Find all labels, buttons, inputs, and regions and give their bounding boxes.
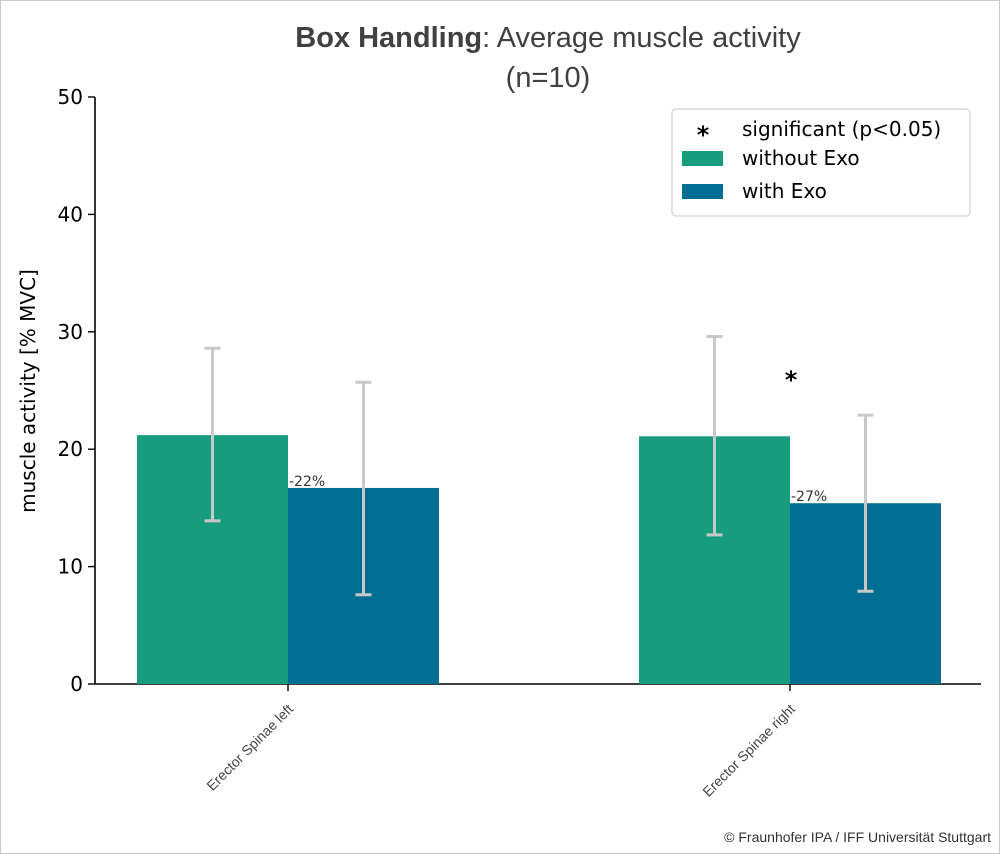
plot-area: 0 10 20 30 40 50 -22% Erector Spinae left -27% * E… — [58, 85, 981, 800]
y-tick-label: 50 — [58, 85, 83, 109]
legend-swatch — [682, 151, 723, 166]
y-tick-label: 0 — [70, 672, 83, 696]
x-tick-label: Erector Spinae right — [699, 701, 798, 800]
significance-star: * — [785, 366, 798, 394]
y-tick-label: 30 — [58, 320, 83, 344]
copyright-notice: © Fraunhofer IPA / IFF Universität Stutt… — [724, 829, 991, 845]
legend-label-significant: significant (p<0.05) — [742, 117, 941, 141]
legend-label: without Exo — [742, 146, 860, 170]
y-axis-label: muscle activity [% MVC] — [16, 269, 40, 513]
chart-title-bold: Box Handling — [295, 22, 482, 54]
y-tick-label: 10 — [58, 555, 83, 579]
chart-subtitle: (n=10) — [506, 62, 591, 94]
chart-title: Box Handling: Average muscle activity — [295, 22, 801, 54]
legend-label: with Exo — [742, 179, 827, 203]
x-tick-label: Erector Spinae left — [203, 701, 296, 794]
y-tick-label: 40 — [58, 202, 83, 226]
chart-title-rest: : Average muscle activity — [482, 22, 801, 54]
legend-swatch — [682, 184, 723, 199]
legend: * significant (p<0.05) without Exo with Exo — [671, 108, 971, 217]
y-tick-label: 20 — [58, 437, 83, 461]
change-label: -22% — [289, 474, 325, 490]
change-label: -27% — [791, 489, 827, 505]
legend-star-marker: * — [697, 121, 710, 149]
legend-box — [671, 108, 971, 217]
